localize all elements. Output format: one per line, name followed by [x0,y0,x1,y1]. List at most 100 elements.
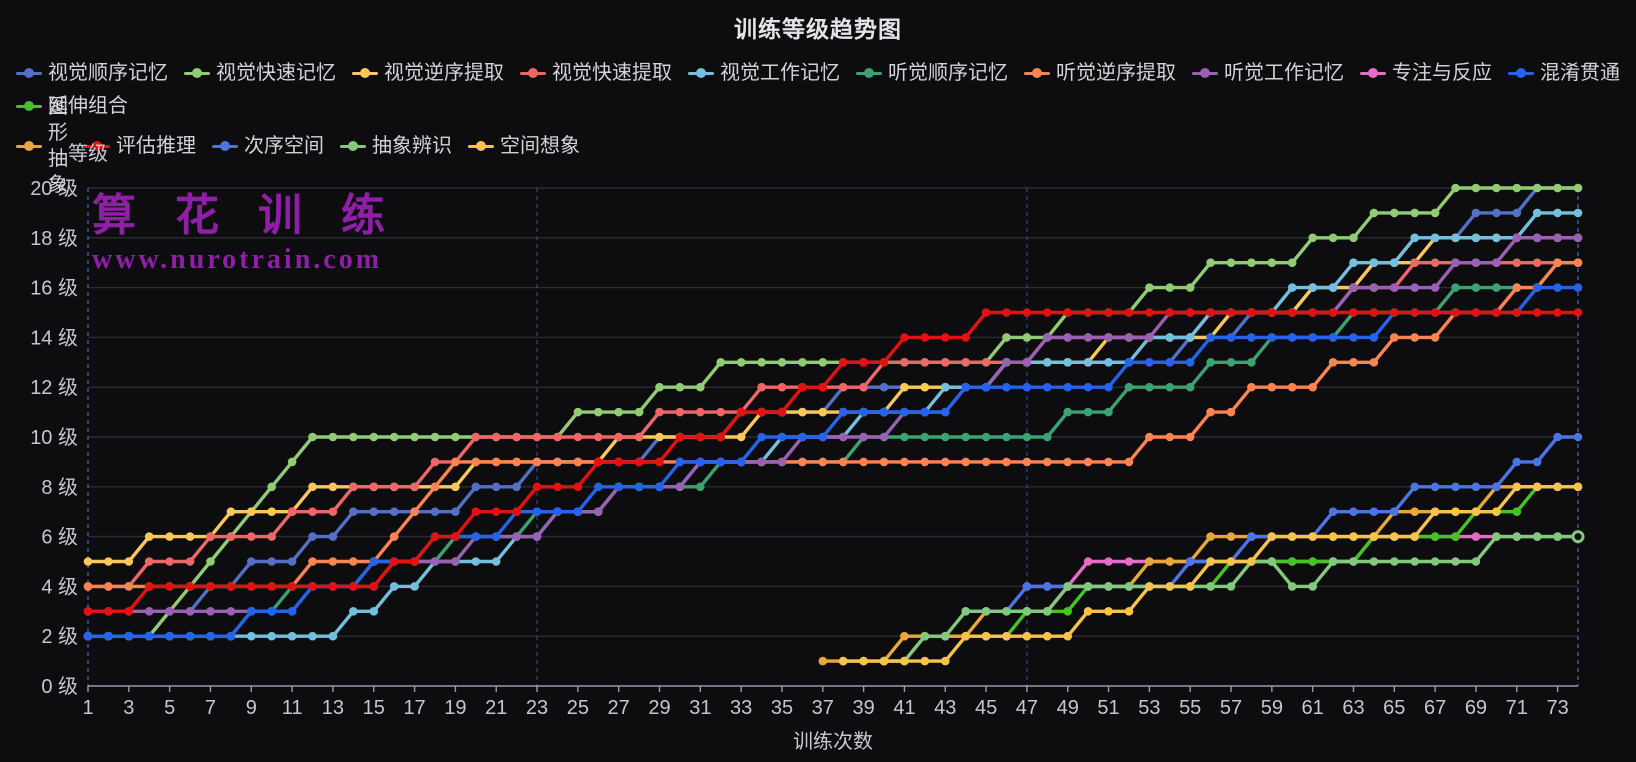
data-point[interactable] [247,507,256,516]
legend-item-听觉工作记忆[interactable]: 听觉工作记忆 [1192,60,1344,86]
data-point[interactable] [512,507,521,516]
data-point[interactable] [328,482,338,492]
data-point[interactable] [267,532,277,541]
data-point[interactable] [410,482,419,492]
data-point[interactable] [471,557,481,566]
data-point[interactable] [1104,457,1113,467]
data-point[interactable] [328,532,338,541]
data-point[interactable] [1410,532,1419,541]
data-point[interactable] [798,432,807,442]
data-point[interactable] [818,382,828,392]
data-point[interactable] [247,557,256,566]
data-point[interactable] [900,358,909,367]
data-point[interactable] [349,432,358,442]
data-point[interactable] [1247,333,1256,342]
data-point[interactable] [1063,333,1072,342]
data-point[interactable] [1573,283,1583,292]
data-point[interactable] [838,457,848,467]
data-point[interactable] [267,631,277,641]
data-point[interactable] [1573,183,1583,193]
data-point[interactable] [634,432,644,442]
data-point[interactable] [900,432,909,442]
data-point[interactable] [451,482,460,492]
data-point[interactable] [206,532,215,541]
data-point[interactable] [1369,557,1379,566]
legend-item-延伸组合[interactable]: 延伸组合 [16,93,128,119]
data-point[interactable] [553,457,562,467]
data-point[interactable] [941,656,950,666]
data-point[interactable] [900,457,909,467]
data-point[interactable] [1247,258,1256,268]
data-point[interactable] [349,582,358,591]
data-point[interactable] [1328,507,1338,516]
data-point[interactable] [267,507,277,516]
data-point[interactable] [1430,258,1440,268]
data-point[interactable] [981,358,991,367]
data-point[interactable] [512,532,521,541]
data-point[interactable] [859,382,868,392]
data-point[interactable] [83,631,93,641]
legend-item-空间想象[interactable]: 空间想象 [468,133,580,159]
data-point[interactable] [1287,532,1297,541]
data-point[interactable] [1369,283,1379,292]
data-point[interactable] [1022,358,1032,367]
data-point[interactable] [104,557,113,566]
data-point[interactable] [1063,382,1072,392]
data-point[interactable] [573,407,583,417]
data-point[interactable] [308,532,317,541]
data-point[interactable] [573,432,583,442]
data-point[interactable] [941,631,950,641]
data-point[interactable] [144,582,154,591]
data-point[interactable] [1083,557,1093,566]
data-point[interactable] [961,358,970,367]
legend-item-视觉逆序提取[interactable]: 视觉逆序提取 [352,60,504,86]
data-point[interactable] [349,507,358,516]
data-point[interactable] [1104,358,1113,367]
data-point[interactable] [328,557,338,566]
data-point[interactable] [1430,208,1440,218]
data-point[interactable] [1022,631,1032,641]
data-point[interactable] [941,457,950,467]
data-point[interactable] [1022,457,1032,467]
data-point[interactable] [349,482,358,492]
data-point[interactable] [349,557,358,566]
data-point[interactable] [1451,308,1460,317]
data-point[interactable] [247,631,256,641]
data-point[interactable] [1063,582,1072,591]
data-point[interactable] [900,333,909,342]
data-point[interactable] [1349,308,1358,317]
data-point[interactable] [757,358,766,367]
data-point[interactable] [1267,532,1277,541]
data-point[interactable] [900,631,909,641]
data-point[interactable] [226,631,236,641]
data-point[interactable] [1185,557,1195,566]
data-point[interactable] [451,557,460,566]
data-point[interactable] [144,557,154,566]
data-point[interactable] [696,457,705,467]
data-point[interactable] [573,507,583,516]
data-point[interactable] [1287,382,1297,392]
data-point[interactable] [1390,507,1399,516]
data-point[interactable] [1002,631,1011,641]
data-point[interactable] [1145,333,1154,342]
data-point[interactable] [594,432,603,442]
data-point[interactable] [1573,308,1583,317]
data-point[interactable] [1247,532,1256,541]
data-point[interactable] [1451,532,1460,541]
data-point[interactable] [1165,582,1175,591]
legend-item-次序空间[interactable]: 次序空间 [212,133,324,159]
data-point[interactable] [553,507,562,516]
data-point[interactable] [941,382,950,392]
data-point[interactable] [226,507,236,516]
data-point[interactable] [1410,482,1419,492]
data-point[interactable] [920,382,930,392]
data-point[interactable] [328,582,338,591]
legend-item-听觉逆序提取[interactable]: 听觉逆序提取 [1024,60,1176,86]
data-point[interactable] [1512,482,1522,492]
data-point[interactable] [798,382,807,392]
data-point[interactable] [1145,283,1154,292]
data-point[interactable] [1532,482,1542,492]
data-point[interactable] [1145,432,1154,442]
data-point[interactable] [532,432,542,442]
data-point[interactable] [287,557,297,566]
